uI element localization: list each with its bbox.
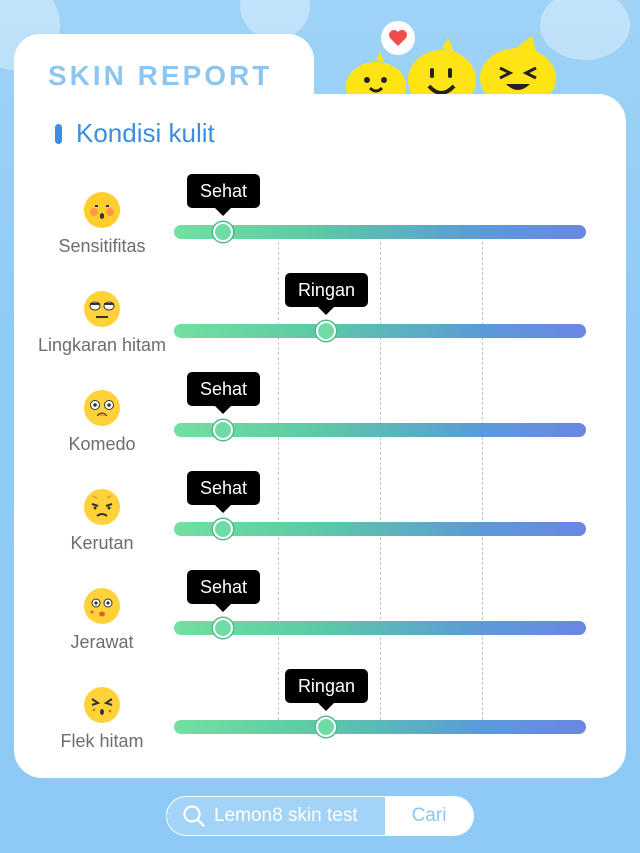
grid-line — [380, 242, 381, 720]
metric-status-tooltip: Sehat — [186, 570, 260, 612]
metric-label: Kerutan — [70, 533, 134, 553]
metric-label: Lingkaran hitam — [37, 335, 167, 355]
blackhead-face-icon — [84, 390, 120, 426]
metric-slider-thumb — [213, 618, 234, 638]
metric-status-tooltip: Ringan — [284, 669, 368, 711]
background-bubble — [540, 0, 630, 60]
section-marker — [55, 124, 62, 144]
metric-label: Komedo — [68, 434, 136, 454]
metric-row: Sensitifitas Sehat — [0, 174, 640, 275]
metric-slider-track — [174, 621, 586, 635]
metric-row: Flek hitam Ringan — [0, 669, 640, 770]
metric-status-tooltip: Ringan — [284, 273, 368, 315]
metric-status-tooltip: Sehat — [186, 471, 260, 513]
metric-row: Jerawat Sehat — [0, 570, 640, 671]
sensitive-face-icon — [84, 192, 120, 228]
metric-status-tooltip: Sehat — [186, 372, 260, 414]
metric-label: Sensitifitas — [58, 236, 146, 256]
metric-status-tooltip: Sehat — [186, 174, 260, 216]
metric-slider-track — [174, 225, 586, 239]
search-button[interactable]: Cari — [385, 797, 473, 835]
metric-slider-track — [174, 720, 586, 734]
wrinkle-face-icon — [84, 489, 120, 525]
metric-row: Komedo Sehat — [0, 372, 640, 473]
spot-face-icon — [84, 687, 120, 723]
tired-eyes-face-icon — [84, 291, 120, 327]
grid-line — [482, 242, 483, 720]
metric-row: Lingkaran hitam Ringan — [0, 273, 640, 374]
metric-slider-track — [174, 324, 586, 338]
search-icon — [183, 805, 205, 827]
report-title: SKIN REPORT — [48, 60, 273, 91]
search-bar[interactable]: Lemon8 skin test Cari — [166, 796, 474, 836]
grid-line — [278, 242, 279, 720]
metric-slider-thumb — [213, 222, 234, 242]
metric-slider-thumb — [213, 519, 234, 539]
acne-face-icon — [84, 588, 120, 624]
metric-label: Flek hitam — [60, 731, 144, 751]
metric-slider-thumb — [316, 717, 337, 737]
lemon-mascots — [340, 18, 580, 110]
metric-slider-thumb — [213, 420, 234, 440]
metric-row: Kerutan Sehat — [0, 471, 640, 572]
metric-slider-thumb — [316, 321, 337, 341]
metric-slider-track — [174, 522, 586, 536]
section-title: Kondisi kulit — [76, 118, 215, 148]
metric-label: Jerawat — [70, 632, 134, 652]
metric-slider-track — [174, 423, 586, 437]
search-input[interactable]: Lemon8 skin test — [214, 805, 358, 826]
